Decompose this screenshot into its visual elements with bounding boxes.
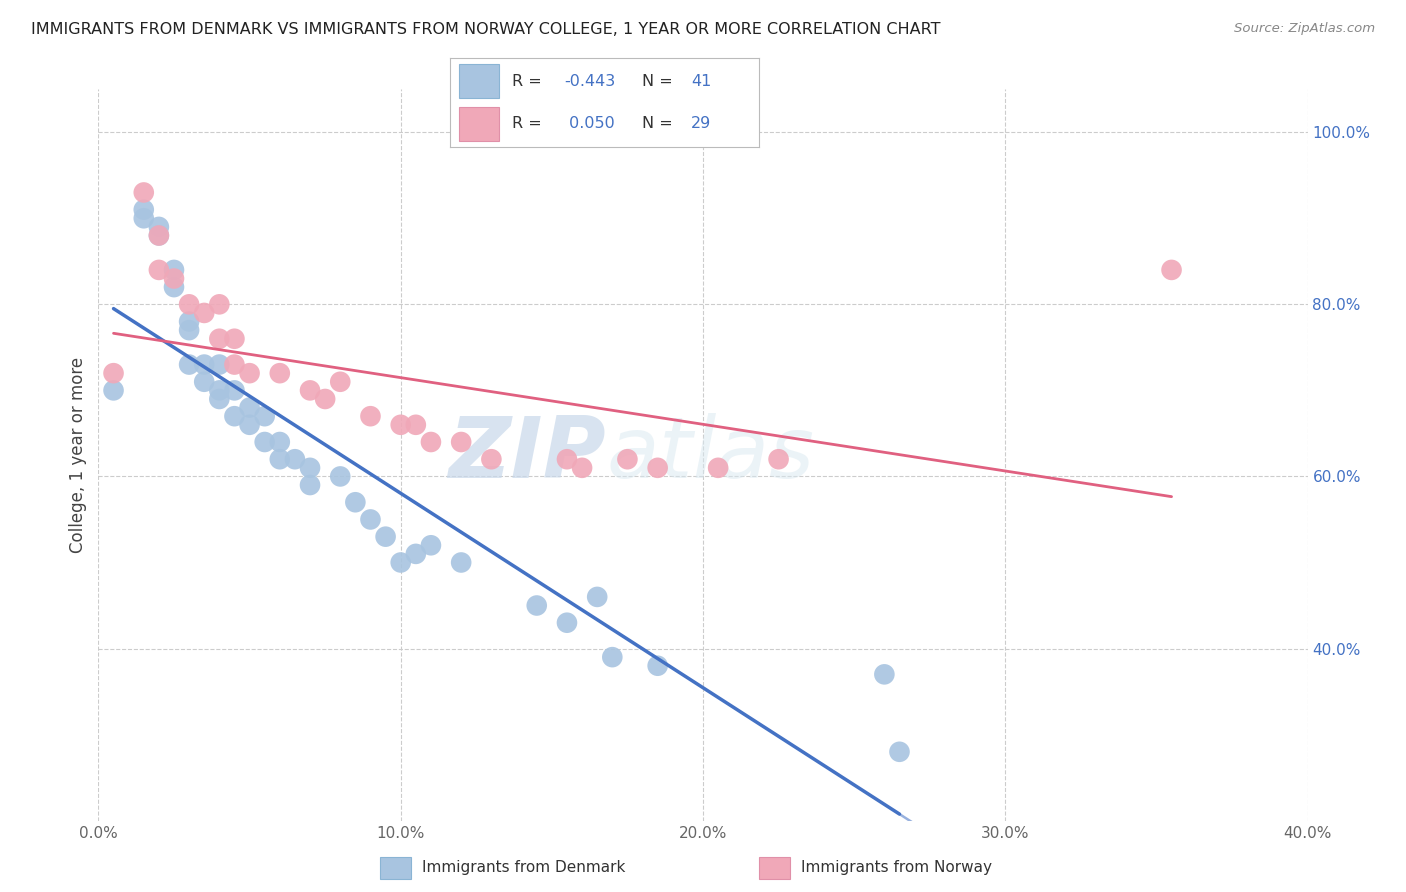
Point	[208, 392, 231, 406]
Point	[586, 590, 609, 604]
Point	[450, 435, 472, 450]
Point	[224, 332, 246, 346]
Point	[208, 384, 231, 398]
Point	[389, 417, 412, 432]
Point	[179, 323, 201, 337]
Point	[360, 512, 382, 526]
Point	[481, 452, 503, 467]
Point	[360, 409, 382, 424]
Point	[148, 228, 170, 243]
Text: N =: N =	[641, 74, 678, 88]
Point	[405, 547, 427, 561]
Point	[224, 384, 246, 398]
Point	[571, 460, 593, 475]
Point	[420, 435, 443, 450]
FancyBboxPatch shape	[460, 64, 499, 98]
Point	[239, 366, 262, 380]
Text: 41: 41	[692, 74, 711, 88]
Point	[193, 375, 215, 389]
Point	[616, 452, 638, 467]
Point	[253, 435, 276, 450]
Point	[526, 599, 548, 613]
Point	[193, 358, 215, 372]
Text: ZIP: ZIP	[449, 413, 606, 497]
Point	[193, 306, 215, 320]
Point	[405, 417, 427, 432]
Point	[269, 366, 291, 380]
Point	[224, 409, 246, 424]
Y-axis label: College, 1 year or more: College, 1 year or more	[69, 357, 87, 553]
Point	[329, 375, 352, 389]
Point	[239, 417, 262, 432]
Point	[132, 186, 155, 200]
Point	[148, 219, 170, 234]
Text: 29: 29	[692, 117, 711, 131]
Point	[299, 460, 322, 475]
Text: R =: R =	[512, 117, 547, 131]
Point	[208, 297, 231, 311]
Text: IMMIGRANTS FROM DENMARK VS IMMIGRANTS FROM NORWAY COLLEGE, 1 YEAR OR MORE CORREL: IMMIGRANTS FROM DENMARK VS IMMIGRANTS FR…	[31, 22, 941, 37]
Text: Immigrants from Denmark: Immigrants from Denmark	[422, 860, 626, 874]
Point	[420, 538, 443, 552]
Point	[269, 452, 291, 467]
Text: N =: N =	[641, 117, 678, 131]
Point	[132, 202, 155, 217]
Point	[253, 409, 276, 424]
Point	[284, 452, 307, 467]
Point	[389, 556, 412, 570]
Point	[1160, 263, 1182, 277]
Point	[163, 271, 186, 285]
Point	[269, 435, 291, 450]
Point	[103, 366, 125, 380]
Point	[314, 392, 336, 406]
Point	[707, 460, 730, 475]
Point	[329, 469, 352, 483]
Point	[602, 650, 624, 665]
Point	[450, 556, 472, 570]
Point	[374, 530, 396, 544]
Point	[103, 384, 125, 398]
Point	[344, 495, 367, 509]
Text: Immigrants from Norway: Immigrants from Norway	[801, 860, 993, 874]
Text: Source: ZipAtlas.com: Source: ZipAtlas.com	[1234, 22, 1375, 36]
Text: -0.443: -0.443	[564, 74, 616, 88]
Point	[179, 297, 201, 311]
Point	[132, 211, 155, 226]
Point	[208, 358, 231, 372]
Point	[148, 228, 170, 243]
Point	[299, 478, 322, 492]
Point	[299, 384, 322, 398]
Point	[224, 358, 246, 372]
Point	[647, 460, 669, 475]
Point	[768, 452, 790, 467]
Point	[163, 263, 186, 277]
FancyBboxPatch shape	[460, 107, 499, 141]
Point	[179, 314, 201, 328]
Point	[163, 280, 186, 294]
Point	[208, 332, 231, 346]
Text: 0.050: 0.050	[564, 117, 614, 131]
Point	[555, 452, 578, 467]
Point	[148, 263, 170, 277]
Point	[555, 615, 578, 630]
Point	[647, 658, 669, 673]
Point	[179, 358, 201, 372]
Point	[239, 401, 262, 415]
Point	[873, 667, 896, 681]
Text: atlas: atlas	[606, 413, 814, 497]
Point	[889, 745, 911, 759]
Text: R =: R =	[512, 74, 547, 88]
